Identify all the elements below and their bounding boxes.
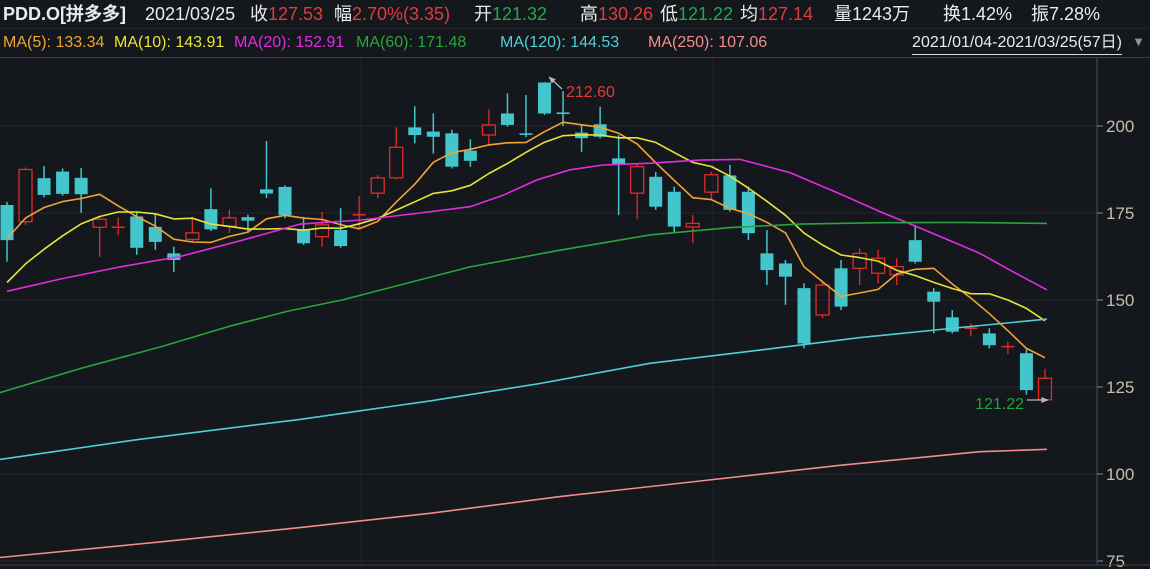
candle-body-up (870, 257, 886, 274)
ma250-line (0, 448, 1048, 559)
candle-body-down (797, 288, 811, 344)
candle-body-down (408, 127, 422, 136)
ma-legend-row: MA(5): 133.34 MA(10): 143.91 MA(20): 152… (0, 29, 1150, 57)
symbol-title: PDD.O[拼多多] (3, 4, 126, 24)
candle-body-down (538, 82, 552, 114)
candle-body-up (852, 252, 867, 269)
high-label: 212.60 (566, 84, 615, 101)
quote-field-open: 开121.32 (474, 4, 548, 24)
ma10-line (6, 134, 1046, 322)
candle-body-down (667, 191, 681, 227)
candle-body-down (741, 191, 755, 234)
candle-body-up (92, 218, 107, 228)
candle-body-down (278, 186, 292, 216)
ma5-legend: MA(5): 133.34 (3, 34, 105, 51)
candle-body-up (18, 168, 33, 223)
candle-body-down (1019, 353, 1033, 391)
quote-field-change: 幅2.70%(3.35) (334, 4, 451, 24)
candle-body-down (982, 333, 996, 346)
candle-body-down (778, 263, 792, 277)
quote-field-turnover: 换1.42% (943, 4, 1013, 24)
ma5-line (6, 121, 1046, 359)
candle-body-up (630, 166, 645, 194)
candle-body-down (204, 209, 218, 230)
candle-body-down (723, 175, 737, 210)
candle-body-down (167, 253, 181, 260)
candle-body-up (685, 222, 700, 228)
candle-body-up (481, 124, 497, 136)
ma60-legend: MA(60): 171.48 (356, 34, 467, 51)
axis-tick-label: 125 (1106, 378, 1134, 397)
candle-body-up (815, 284, 830, 316)
candle-body-down (445, 133, 459, 167)
candle-body-down (37, 178, 51, 195)
candle-body-down (760, 253, 774, 271)
ma120-line (0, 318, 1048, 461)
header-bar: PDD.O[拼多多] 2021/03/25 收127.53 幅2.70%(3.3… (0, 0, 1150, 58)
candle-body-up (370, 177, 385, 194)
candle-body-down (130, 216, 144, 248)
candle-body-down (241, 217, 255, 221)
ma20-legend: MA(20): 152.91 (234, 34, 345, 51)
candle-body-down (834, 268, 848, 307)
candle-body-down (649, 176, 663, 207)
candle-body-down (463, 150, 477, 161)
quote-row: PDD.O[拼多多] 2021/03/25 收127.53 幅2.70%(3.3… (0, 0, 1150, 29)
candle-body-down (0, 204, 14, 241)
quote-field-close: 收127.53 (250, 4, 324, 24)
ma20-line (6, 158, 1048, 293)
chevron-down-icon[interactable]: ▼ (1132, 34, 1145, 49)
date-range-selector[interactable]: 2021/01/04-2021/03/25(57日) (912, 33, 1122, 55)
candle-body-down (500, 113, 514, 125)
candle-body-down (148, 226, 162, 242)
candle-body-down (74, 177, 88, 195)
candle-body-down (297, 230, 311, 244)
candle-body-up (389, 146, 404, 179)
candle-body-down (908, 240, 922, 262)
candle-body-down (927, 291, 941, 302)
axis-tick-label: 200 (1106, 117, 1134, 136)
quote-field-high: 高130.26 (580, 4, 654, 24)
candle-body-down (612, 158, 626, 165)
candle-body-up (704, 174, 719, 193)
ma10-legend: MA(10): 143.91 (114, 34, 225, 51)
candle-body-down (334, 230, 348, 247)
quote-date: 2021/03/25 (145, 4, 236, 24)
ma250-legend: MA(250): 107.06 (648, 34, 768, 51)
axis-tick-label: 175 (1106, 204, 1134, 223)
candle-body-down (56, 171, 70, 194)
ma120-legend: MA(120): 144.53 (500, 34, 620, 51)
candle-body-down (519, 133, 533, 135)
low-label: 121.22 (975, 396, 1024, 413)
candle-body-up (185, 232, 200, 241)
quote-field-amplitude: 振7.28% (1031, 4, 1101, 24)
high-label-arrow-icon (548, 76, 563, 90)
candle-body-down (426, 131, 440, 137)
candle-body-down (259, 189, 273, 194)
axis-tick-label: 150 (1106, 291, 1134, 310)
axis-tick-label: 100 (1106, 465, 1134, 484)
ma60-line (0, 221, 1048, 394)
candle-body-up (314, 224, 330, 238)
quote-field-avg: 均127.14 (740, 4, 814, 24)
quote-field-low: 低121.22 (660, 4, 734, 24)
candle-body-down (556, 112, 570, 115)
axis-tick-label: 75 (1106, 552, 1125, 569)
quote-field-volume: 量1243万 (834, 4, 911, 24)
